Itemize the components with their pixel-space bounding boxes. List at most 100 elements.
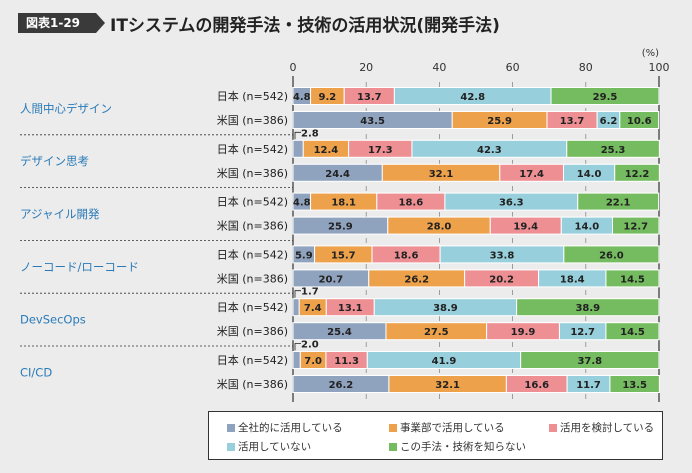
data-label: 7.4 [304, 303, 322, 314]
data-label: 11.3 [334, 356, 359, 367]
legend: 全社的に活用している 事業部で活用している 活用を検討している活用していない この手法… [208, 411, 663, 460]
data-label: 20.7 [319, 274, 344, 285]
data-label: 12.7 [623, 222, 648, 233]
data-label: 33.8 [490, 250, 515, 261]
data-label: 25.4 [327, 327, 352, 338]
data-label: 26.0 [599, 250, 624, 261]
bar-segment [619, 111, 660, 129]
legend-label: この手法・技術を知らない [400, 441, 526, 453]
row-label: 日本 (n=542) [217, 89, 288, 103]
x-tick-label: 100 [649, 61, 670, 74]
data-label: 38.9 [575, 303, 600, 314]
data-label: 22.1 [606, 198, 631, 209]
category-label: CI/CD [20, 365, 52, 379]
figure-badge: 図表1-29 [18, 13, 105, 33]
data-label: 32.1 [429, 169, 454, 180]
bar-segment [516, 298, 660, 317]
data-label: 24.4 [325, 169, 350, 180]
data-label: 25.9 [328, 222, 353, 233]
data-label: 9.2 [319, 92, 337, 103]
data-label: 13.7 [357, 92, 382, 103]
data-label: 28.0 [427, 222, 452, 233]
x-tick-label: 40 [432, 61, 446, 74]
legend-item: 活用を検討している [549, 420, 654, 435]
legend-label: 活用を検討している [560, 422, 655, 434]
data-label: 32.1 [435, 380, 460, 391]
row-label: 米国 (n=386) [217, 220, 288, 233]
data-label: 12.7 [570, 327, 595, 338]
row-label: 米国 (n=386) [217, 114, 288, 127]
row-label: 日本 (n=542) [217, 353, 288, 367]
data-label: 18.6 [399, 198, 424, 209]
unit-label: (%) [642, 48, 659, 59]
data-label: 4.8 [293, 92, 311, 103]
x-tick-label: 80 [579, 61, 593, 74]
bar-segment [520, 351, 660, 369]
data-label: 25.3 [601, 145, 626, 156]
category-label: ノーコード/ローコード [20, 260, 139, 274]
data-label: 14.0 [575, 222, 600, 233]
bar-segment [614, 163, 660, 182]
callout-line [294, 131, 301, 140]
category-label: アジャイル開発 [20, 207, 100, 221]
row-label: 米国 (n=386) [217, 378, 288, 391]
data-label: 19.4 [513, 222, 538, 233]
data-label: 2.8 [301, 128, 319, 139]
legend-label: 事業部で活用している [400, 422, 505, 434]
data-label: 41.9 [432, 356, 457, 367]
data-label: 12.2 [625, 169, 650, 180]
data-label: 12.4 [314, 145, 339, 156]
legend-item: この手法・技術を知らない [389, 439, 526, 454]
bar-segment [605, 269, 660, 288]
row-label: 日本 (n=542) [217, 300, 288, 314]
bar-segment [292, 298, 300, 317]
category-label: 人間中心デザイン [20, 101, 112, 115]
bar-segment [292, 351, 301, 369]
legend-label: 全社的に活用している [238, 422, 343, 434]
data-label: 1.7 [301, 287, 319, 298]
data-label: 5.9 [295, 250, 313, 261]
legend-item: 事業部で活用している [389, 420, 505, 435]
data-label: 37.8 [577, 356, 602, 367]
data-label: 42.8 [460, 92, 485, 103]
data-label: 13.7 [560, 116, 585, 127]
legend-swatch [227, 442, 235, 451]
legend-label: 活用していない [238, 441, 312, 453]
data-label: 17.4 [519, 169, 544, 180]
row-label: 日本 (n=542) [217, 247, 288, 261]
row-label: 日本 (n=542) [217, 142, 288, 156]
legend-item: 活用していない [227, 439, 311, 454]
row-label: 米国 (n=386) [217, 167, 288, 180]
data-label: 26.2 [329, 380, 354, 391]
callout-line [294, 290, 301, 298]
bar-segment [292, 139, 304, 158]
data-label: 18.4 [560, 274, 585, 285]
data-label: 17.3 [368, 145, 393, 156]
bar-segment [566, 139, 660, 158]
data-label: 16.6 [524, 380, 549, 391]
legend-swatch [389, 442, 397, 451]
row-label: 日本 (n=542) [217, 195, 288, 209]
bar-segment [550, 87, 660, 105]
callout-line [294, 343, 301, 351]
legend-swatch [389, 423, 397, 432]
row-label: 米国 (n=386) [217, 325, 288, 338]
data-label: 6.2 [600, 116, 618, 127]
x-tick-label: 0 [290, 61, 297, 74]
category-label: DevSecOps [20, 313, 86, 327]
data-label: 26.2 [404, 274, 429, 285]
data-label: 13.1 [338, 303, 363, 314]
data-label: 15.7 [331, 250, 356, 261]
x-tick-label: 60 [506, 61, 520, 74]
legend-swatch [549, 423, 557, 432]
data-label: 18.1 [331, 198, 356, 209]
legend-swatch [227, 423, 235, 432]
data-label: 27.5 [424, 327, 449, 338]
data-label: 14.5 [620, 274, 645, 285]
bar-segment [609, 375, 660, 393]
data-label: 18.6 [394, 250, 419, 261]
data-label: 19.9 [511, 327, 536, 338]
data-label: 42.3 [477, 145, 502, 156]
